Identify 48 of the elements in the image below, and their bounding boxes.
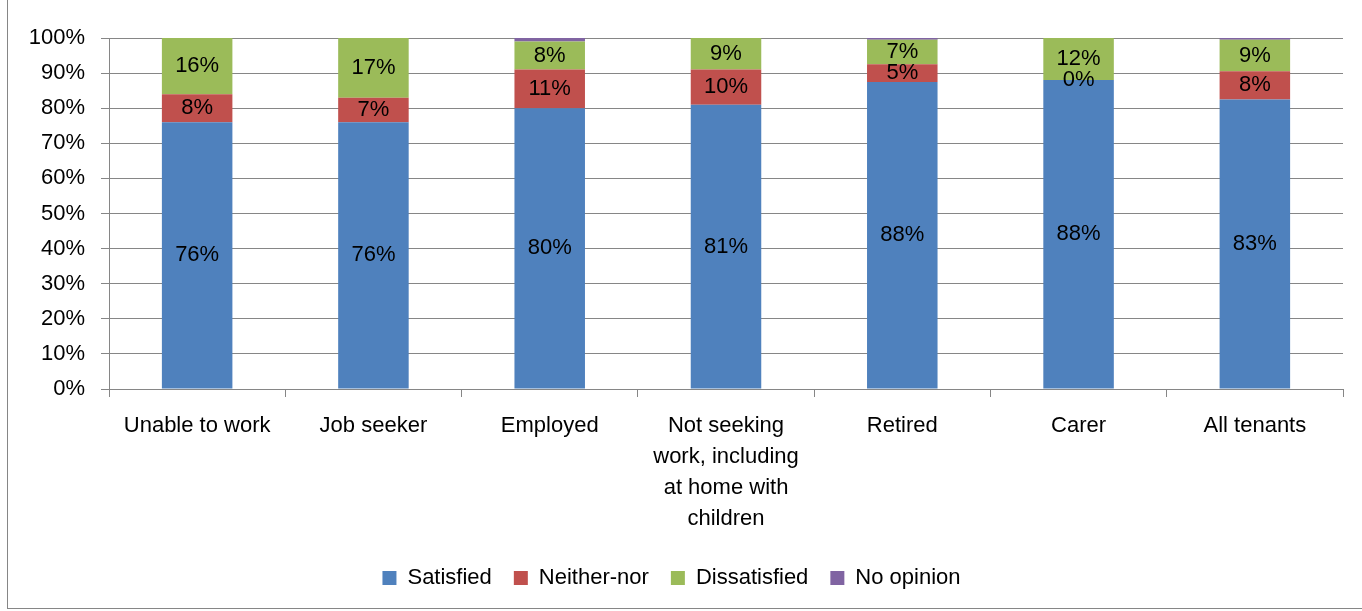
data-label: 10%	[703, 73, 749, 99]
data-label: 8%	[1238, 71, 1271, 97]
data-label: 16%	[175, 52, 220, 78]
data-label: 17%	[351, 53, 396, 79]
data-label: 81%	[703, 232, 749, 258]
bar	[161, 122, 233, 389]
data-label: 80%	[527, 234, 572, 260]
legend-label: Satisfied	[407, 564, 492, 590]
legend-label: Dissatisfied	[695, 564, 809, 590]
data-label: 11%	[528, 74, 571, 100]
x-tick-label: Carer	[1051, 412, 1107, 438]
y-tick-label: 10%	[40, 339, 85, 365]
data-label: 88%	[1056, 220, 1101, 246]
data-label: 83%	[1232, 230, 1277, 256]
legend-label: Neither-nor	[538, 564, 649, 590]
data-label: 88%	[880, 221, 925, 247]
x-tick-label: Not seeking work, including at home with children	[652, 412, 799, 530]
legend-label: No opinion	[855, 564, 961, 590]
data-label: 76%	[175, 241, 220, 267]
y-tick-label: 80%	[40, 94, 85, 120]
bar	[867, 81, 938, 389]
x-tick-label: Employed	[500, 412, 599, 438]
y-tick-label: 70%	[40, 129, 85, 155]
data-label: 9%	[1238, 41, 1271, 67]
bar	[514, 108, 585, 389]
y-tick-label: 40%	[40, 234, 85, 260]
x-tick-label: Unable to work	[123, 412, 272, 438]
y-tick-label: 30%	[40, 269, 85, 295]
x-tick-label: All tenants	[1203, 412, 1307, 438]
bar	[338, 38, 409, 98]
bar	[1219, 99, 1291, 389]
y-tick-label: 90%	[40, 59, 85, 85]
bar	[514, 38, 585, 42]
bar	[690, 104, 762, 389]
y-tick-label: 50%	[40, 199, 85, 225]
y-tick-label: 60%	[40, 164, 85, 190]
data-label: 9%	[710, 39, 742, 65]
x-tick-label: Job seeker	[319, 412, 428, 438]
data-label: 8%	[533, 41, 566, 67]
bar	[161, 38, 233, 95]
data-label: 8%	[181, 94, 214, 120]
y-tick-label: 100%	[28, 24, 85, 50]
bar	[338, 122, 409, 389]
y-tick-label: 20%	[40, 304, 85, 330]
data-label: 7%	[357, 96, 390, 122]
y-tick-label: 0%	[53, 375, 85, 401]
data-label: 76%	[351, 241, 396, 267]
x-tick-label: Retired	[866, 412, 938, 438]
